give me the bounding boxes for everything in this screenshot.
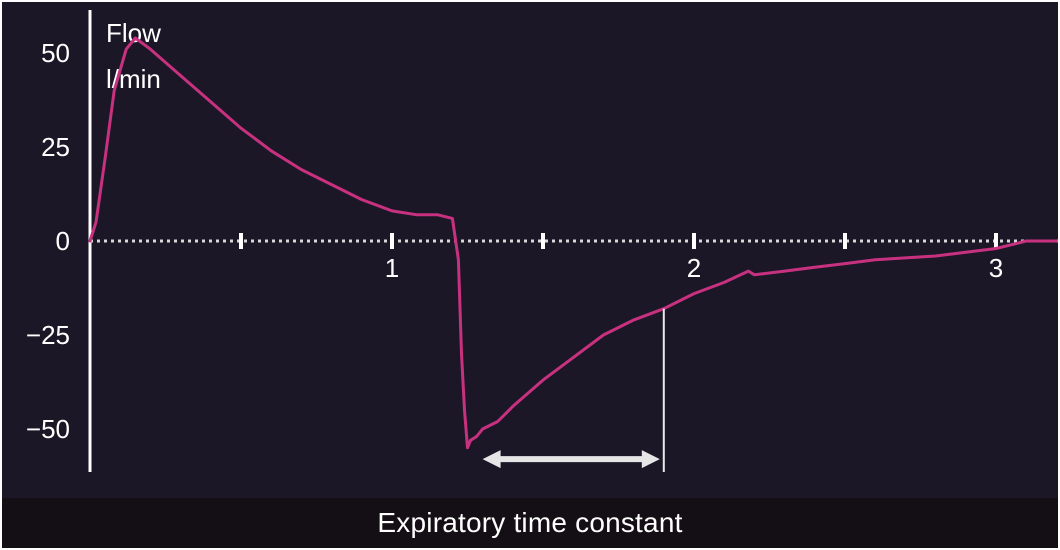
axes-group [88, 10, 1058, 472]
y-tick-label: 0 [56, 226, 70, 256]
chart-caption: Expiratory time constant [377, 507, 683, 538]
y-tick-label: 25 [41, 132, 70, 162]
x-tick-label: 1 [385, 253, 399, 283]
annotation-group [482, 308, 665, 472]
y-tick-label: −25 [26, 320, 70, 350]
arrow-head-right [641, 450, 660, 469]
y-tick-label: −50 [26, 414, 70, 444]
x-tick-label: 2 [687, 253, 701, 283]
arrow-head-left [482, 450, 501, 469]
y-axis-label: Flow [106, 18, 161, 48]
flow-curve-line [88, 36, 1058, 450]
caption-bar: Expiratory time constant [2, 498, 1058, 548]
x-tick-label: 3 [989, 253, 1003, 283]
y-tick-label: 50 [41, 38, 70, 68]
series-group [88, 36, 1058, 450]
flow-time-plot: 50 25 0 −25 −50 1 2 3 Flow l/min [2, 2, 1058, 498]
